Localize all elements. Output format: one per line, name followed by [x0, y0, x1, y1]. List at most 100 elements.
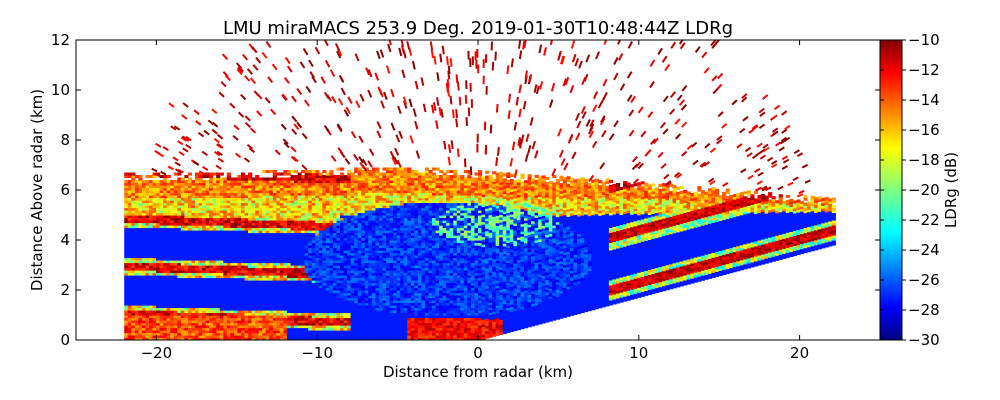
ldr-cell — [361, 322, 366, 326]
ldr-cell — [364, 322, 369, 326]
ldr-cell — [350, 257, 355, 261]
ldr-cell — [304, 300, 309, 304]
ldr-cell — [230, 260, 235, 264]
ldr-cell — [301, 242, 306, 246]
ldr-cell — [301, 327, 306, 331]
ldr-cell — [286, 320, 292, 324]
ldr-cell — [134, 275, 139, 279]
ldr-cell — [325, 192, 331, 196]
ldr-cell — [141, 260, 147, 264]
ldr-cell — [304, 312, 309, 316]
ldr-cell — [134, 205, 139, 209]
ldr-cell — [340, 192, 345, 196]
ldr-cell — [134, 210, 139, 214]
ldr-cell — [170, 280, 175, 284]
ldr-cell — [290, 302, 295, 306]
ldr-cell — [332, 235, 338, 239]
ldr-cell — [223, 320, 228, 324]
ldr-cell — [134, 315, 139, 319]
ldr-cell — [202, 295, 207, 299]
ldr-cell — [244, 230, 249, 234]
ldr-cell — [226, 207, 231, 211]
ldr-cell — [212, 205, 217, 209]
ldr-cell — [233, 225, 239, 229]
ldr-cell — [265, 210, 270, 214]
ldr-cell — [180, 330, 185, 334]
ldr-cell — [283, 285, 288, 289]
ldr-cell — [294, 292, 299, 296]
ldr-cell — [141, 282, 147, 286]
ldr-cell — [350, 180, 355, 184]
ldr-cell — [272, 260, 277, 264]
ldr-cell — [269, 212, 274, 216]
ldr-cell — [361, 170, 366, 174]
ldr-cell — [216, 250, 221, 254]
ldr-cell — [248, 282, 253, 286]
ldr-cell — [177, 207, 182, 211]
ldr-cell — [255, 297, 260, 301]
ldr-cell — [368, 277, 373, 281]
ldr-cell — [216, 287, 221, 291]
ldr-cell — [240, 185, 246, 189]
ldr-cell — [209, 315, 214, 319]
ldr-cell — [138, 312, 143, 316]
ldr-cell — [322, 280, 327, 284]
ldr-cell — [269, 237, 274, 241]
ldr-cell — [318, 217, 323, 221]
ldr-cell — [375, 317, 380, 321]
ldr-cell — [276, 317, 281, 321]
ldr-cell — [361, 257, 366, 261]
ldr-cell — [279, 285, 285, 289]
ldr-cell — [386, 207, 391, 211]
ldr-cell — [286, 220, 292, 224]
ldr-cell — [209, 205, 214, 209]
ldr-cell — [223, 310, 228, 314]
ldr-cell — [318, 250, 323, 254]
ldr-cell — [371, 172, 377, 176]
ldr-cell — [159, 222, 164, 226]
ldr-cell — [191, 195, 196, 199]
ldr-cell — [286, 267, 292, 271]
ldr-cell — [145, 270, 150, 274]
ldr-cell — [248, 245, 253, 249]
ldr-cell — [212, 332, 217, 336]
ldr-cell — [233, 245, 239, 249]
ldr-cell — [255, 182, 260, 186]
ldr-cell — [124, 192, 129, 196]
ldr-cell — [237, 250, 242, 254]
ldr-cell — [145, 317, 150, 321]
ldr-cell — [209, 215, 214, 219]
ldr-cell — [180, 212, 185, 216]
ldr-cell — [205, 215, 210, 219]
ldr-cell — [336, 302, 341, 306]
ldr-cell — [269, 227, 274, 231]
ldr-cell — [184, 202, 189, 206]
ldr-cell — [145, 257, 150, 261]
ldr-cell — [269, 170, 274, 174]
ldr-cell — [138, 200, 143, 204]
ldr-cell — [269, 182, 274, 186]
ldr-cell — [272, 220, 277, 224]
ldr-cell — [368, 297, 373, 301]
ldr-cell — [159, 250, 164, 254]
ldr-cell — [244, 185, 249, 189]
ldr-cell — [347, 280, 352, 284]
ldr-cell — [364, 305, 369, 309]
ldr-cell — [138, 240, 143, 244]
ldr-cell — [364, 195, 369, 199]
ldr-cell — [145, 247, 150, 251]
ldr-cell — [301, 252, 306, 256]
ldr-cell — [141, 280, 147, 284]
ldr-cell — [371, 280, 377, 284]
ldr-cell — [209, 217, 214, 221]
ldr-cell — [177, 195, 182, 199]
ldr-cell — [173, 245, 178, 249]
ldr-cell — [364, 252, 369, 256]
ldr-cell — [386, 185, 391, 189]
ldr-cell — [149, 272, 154, 276]
ldr-cell — [233, 202, 239, 206]
ldr-cell — [145, 250, 150, 254]
ldr-cell — [375, 195, 380, 199]
ldr-cell — [382, 232, 387, 236]
ldr-cell — [255, 185, 260, 189]
